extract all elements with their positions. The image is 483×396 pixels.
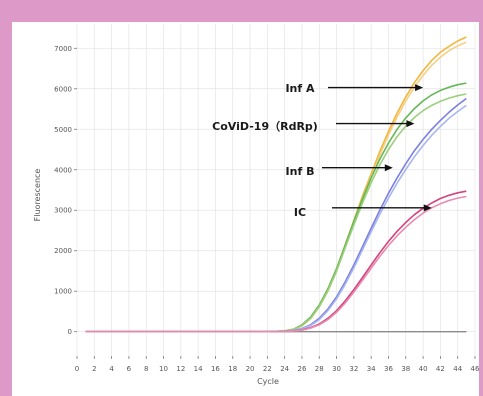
annotation-arrow-head [406, 120, 415, 128]
x-tick-label: 6 [127, 365, 132, 373]
x-tick-label: 16 [211, 365, 220, 373]
annotation-label: CoViD-19（RdRp) [212, 120, 318, 133]
x-tick-label: 22 [263, 365, 272, 373]
series-line-8 [85, 195, 467, 333]
y-axis-label: Fluorescence [33, 169, 42, 222]
x-tick-label: 42 [436, 365, 445, 373]
plot-panel [12, 22, 479, 396]
x-tick-label: 34 [367, 365, 376, 373]
annotations: Inf A CoViD-19（RdRp) Inf B IC [212, 82, 432, 219]
x-tick-label: 40 [419, 365, 428, 373]
series-line-6 [85, 104, 467, 333]
y-tick-label: 2000 [54, 247, 72, 255]
x-tick-label: 12 [176, 365, 185, 373]
annotation-label: Inf B [286, 165, 315, 178]
annotation-arrow-head [384, 164, 393, 172]
x-tick-label: 0 [75, 365, 79, 373]
annotation-arrow-head [423, 204, 432, 212]
x-tick-label: 26 [297, 365, 306, 373]
y-tick-label: 6000 [54, 85, 72, 93]
y-tick-label: 3000 [54, 207, 72, 215]
x-tick-label: 30 [332, 365, 341, 373]
series-lines [85, 36, 467, 333]
x-tick-label: 38 [401, 365, 410, 373]
annotation-label: Inf A [285, 82, 315, 95]
y-tick-label: 0 [68, 328, 72, 336]
series-line-4 [85, 93, 467, 333]
x-tick-label: 14 [194, 365, 203, 373]
x-tick-label: 10 [159, 365, 168, 373]
y-axis-ticks: 0 1000 2000 3000 4000 5000 6000 7000 [54, 45, 77, 336]
x-tick-label: 24 [280, 365, 289, 373]
x-tick-label: 36 [384, 365, 393, 373]
x-tick-label: 4 [109, 365, 114, 373]
x-tick-label: 28 [315, 365, 324, 373]
x-axis-ticks: 0 2 4 6 8 10 12 14 16 18 20 22 24 26 28 30 32 34 36 38 40 42 4… [75, 356, 480, 373]
x-tick-label: 46 [471, 365, 480, 373]
x-tick-label: 8 [144, 365, 148, 373]
annotation-arrow-head [415, 84, 424, 92]
x-axis-label: Cycle [257, 377, 279, 386]
x-tick-label: 18 [228, 365, 237, 373]
y-tick-label: 4000 [54, 166, 72, 174]
y-tick-label: 5000 [54, 126, 72, 134]
x-tick-label: 20 [246, 365, 255, 373]
x-tick-label: 2 [92, 365, 96, 373]
grid-lines [76, 24, 476, 356]
x-tick-label: 44 [453, 365, 462, 373]
y-tick-label: 1000 [54, 288, 72, 296]
x-tick-label: 32 [349, 365, 358, 373]
annotation-label: IC [294, 206, 306, 219]
y-tick-label: 7000 [54, 45, 72, 53]
